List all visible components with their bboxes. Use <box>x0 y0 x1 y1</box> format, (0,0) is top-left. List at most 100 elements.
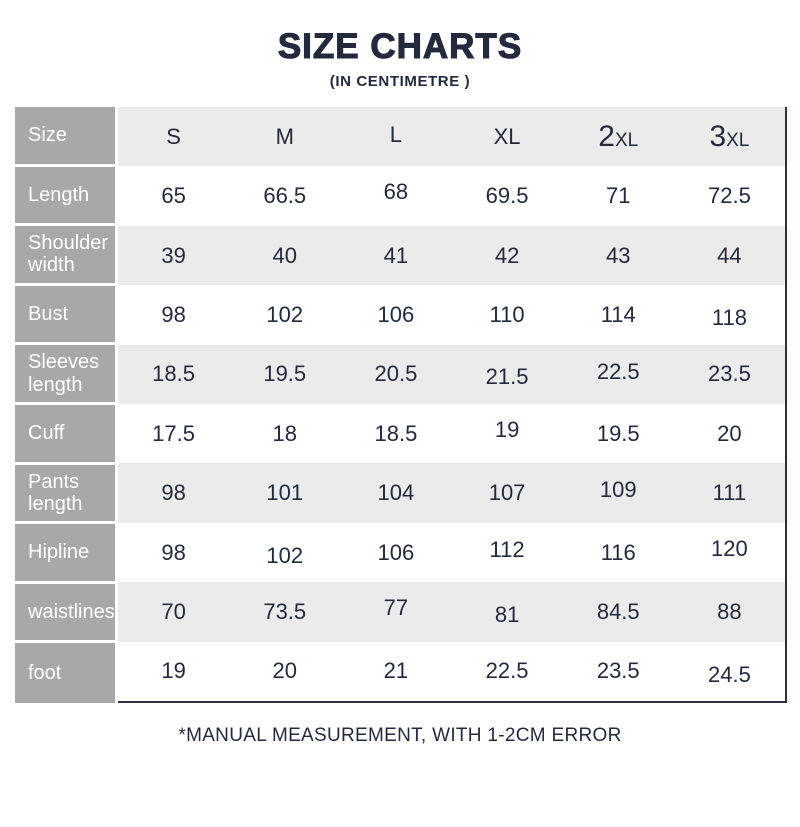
table-cell: 88 <box>717 598 742 624</box>
table-cell: 41 <box>383 242 409 268</box>
table-cell: 77 <box>383 594 409 620</box>
table-cell: 19.5 <box>263 361 307 387</box>
row-label-sleeves-length: Sleeves length <box>15 345 115 405</box>
table-row-cuff: 17.5 18 18.5 19 19.5 20 <box>118 404 785 463</box>
table-row-bust: 98 102 106 110 114 118 <box>118 285 785 344</box>
header-text: 2XL <box>598 120 638 154</box>
column-header-s: S <box>118 107 229 166</box>
table-cell: 24.5 <box>707 662 751 688</box>
table-row-length: 65 66.5 68 69.5 71 72.5 <box>118 166 785 225</box>
header-main: 3 <box>709 119 727 153</box>
header-text: M <box>276 124 294 150</box>
row-label-foot: foot <box>15 643 115 703</box>
table-cell: 114 <box>600 301 636 327</box>
table-cell: 116 <box>600 539 636 565</box>
header-row: S M L XL 2XL 3XL <box>118 105 785 167</box>
column-header-2xl: 2XL <box>563 107 674 166</box>
table-cell: 101 <box>266 480 304 506</box>
table-cell: 81 <box>494 601 520 627</box>
row-label-bust: Bust <box>15 285 115 346</box>
table-row-foot: 19 20 21 22.5 23.5 24.5 <box>118 642 785 701</box>
row-label-pants-length: Pants length <box>15 464 115 525</box>
row-label-shoulder-width: Shoulder width <box>15 226 115 286</box>
table-cell: 40 <box>272 242 297 268</box>
table-cell: 65 <box>161 183 186 209</box>
header-suffix: XL <box>614 129 639 151</box>
table-row-sleeves-length: 18.5 19.5 20.5 21.5 22.5 23.5 <box>118 344 785 405</box>
header-text: L <box>390 122 402 148</box>
column-header-3xl: 3XL <box>674 107 785 166</box>
table-row-hipline: 98 102 106 112 116 120 <box>118 523 785 582</box>
table-cell: 104 <box>377 480 415 506</box>
header-main: M <box>275 123 294 149</box>
column-header-xl: XL <box>451 107 562 166</box>
table-cell: 102 <box>266 301 304 327</box>
size-chart-page: SIZE CHARTS (IN CENTIMETRE ) Size Length… <box>0 26 800 827</box>
table-cell: 112 <box>489 536 525 562</box>
header-text: XL <box>494 124 521 150</box>
header-text: 3XL <box>709 120 749 154</box>
table-cell: 20 <box>717 420 742 446</box>
column-header-l: L <box>340 105 451 164</box>
header-text: S <box>166 124 181 150</box>
table-cell: 17.5 <box>152 420 195 446</box>
size-chart-table: Size Length Shoulder width Bust Sleeves … <box>15 107 787 703</box>
row-label-waistlines: waistlines <box>15 583 115 644</box>
table-cell: 68 <box>383 179 409 205</box>
table-cell: 39 <box>161 242 186 268</box>
table-cell: 120 <box>711 535 748 561</box>
table-cell: 106 <box>377 539 415 565</box>
table-cell: 118 <box>711 304 747 330</box>
page-subtitle: (IN CENTIMETRE ) <box>329 73 471 90</box>
table-cell: 106 <box>377 301 415 327</box>
table-cell: 42 <box>494 242 520 268</box>
table-cell: 98 <box>161 480 186 506</box>
table-cell: 102 <box>266 542 304 568</box>
table-cell: 23.5 <box>596 658 640 684</box>
table-cell: 23.5 <box>707 361 751 387</box>
table-cell: 107 <box>488 480 526 506</box>
table-cell: 70 <box>161 598 186 624</box>
row-label-hipline: Hipline <box>15 524 115 584</box>
table-cell: 71 <box>606 183 631 209</box>
table-cell: 20.5 <box>374 361 418 387</box>
table-cell: 19.5 <box>596 420 640 446</box>
table-cell: 73.5 <box>263 598 307 624</box>
row-label-cuff: Cuff <box>15 404 115 465</box>
table-cell: 110 <box>489 301 525 327</box>
header-main: XL <box>493 123 521 149</box>
table-cell: 22.5 <box>485 658 529 684</box>
table-row-pants-length: 98 101 104 107 109 111 <box>118 463 785 523</box>
table-cell: 19 <box>161 658 186 684</box>
table-cell: 44 <box>717 242 742 268</box>
row-label-length: Length <box>15 166 115 227</box>
table-cell: 21 <box>383 658 409 684</box>
table-cell: 69.5 <box>485 183 529 209</box>
footnote: *MANUAL MEASUREMENT, WITH 1-2CM ERROR <box>178 725 622 746</box>
table-cell: 18 <box>272 420 297 446</box>
data-area: S M L XL 2XL 3XL 65 66.5 68 69.5 71 72.5… <box>118 107 787 703</box>
table-cell: 22.5 <box>596 359 640 385</box>
table-cell: 98 <box>161 301 186 327</box>
header-main: L <box>389 121 403 147</box>
table-cell: 18.5 <box>374 420 418 446</box>
page-title: SIZE CHARTS <box>277 26 523 66</box>
header-main: 2 <box>598 119 615 153</box>
table-cell: 18.5 <box>152 361 195 387</box>
table-cell: 21.5 <box>485 364 529 390</box>
table-cell: 98 <box>161 539 186 565</box>
corner-label-size: Size <box>15 107 115 167</box>
table-cell: 109 <box>599 477 637 503</box>
table-cell: 84.5 <box>596 598 640 624</box>
header-main: S <box>166 123 181 149</box>
header-suffix: XL <box>726 129 750 151</box>
column-header-m: M <box>229 107 340 166</box>
table-cell: 43 <box>606 242 631 268</box>
table-cell: 72.5 <box>707 183 751 209</box>
table-cell: 66.5 <box>263 183 307 209</box>
row-label-column: Size Length Shoulder width Bust Sleeves … <box>15 107 115 703</box>
table-row-shoulder-width: 39 40 41 42 43 44 <box>118 225 785 286</box>
table-cell: 111 <box>712 480 747 506</box>
table-row-waistlines: 70 73.5 77 81 84.5 88 <box>118 582 785 642</box>
table-cell: 20 <box>272 658 297 684</box>
